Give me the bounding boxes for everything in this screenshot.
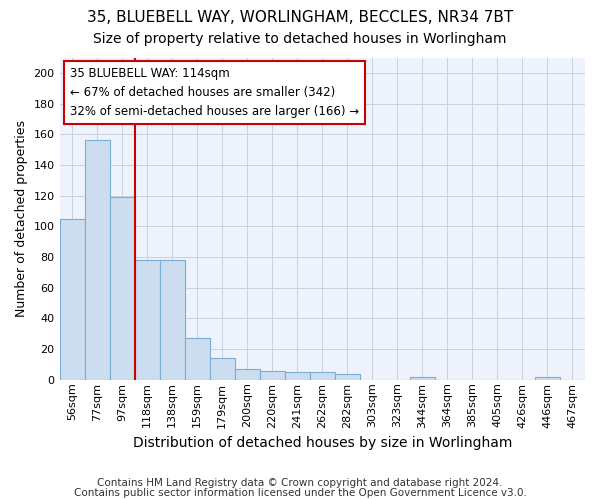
Bar [535, 376, 560, 380]
Bar [59, 218, 85, 380]
Bar [134, 260, 160, 380]
X-axis label: Distribution of detached houses by size in Worlingham: Distribution of detached houses by size … [133, 436, 512, 450]
Bar [185, 338, 209, 380]
Text: Size of property relative to detached houses in Worlingham: Size of property relative to detached ho… [93, 32, 507, 46]
Bar [285, 372, 310, 380]
Bar [235, 369, 260, 380]
Text: 35 BLUEBELL WAY: 114sqm
← 67% of detached houses are smaller (342)
32% of semi-d: 35 BLUEBELL WAY: 114sqm ← 67% of detache… [70, 67, 359, 118]
Text: Contains public sector information licensed under the Open Government Licence v3: Contains public sector information licen… [74, 488, 526, 498]
Text: Contains HM Land Registry data © Crown copyright and database right 2024.: Contains HM Land Registry data © Crown c… [97, 478, 503, 488]
Bar [160, 260, 185, 380]
Bar [260, 370, 285, 380]
Bar [110, 197, 134, 380]
Bar [335, 374, 360, 380]
Bar [310, 372, 335, 380]
Text: 35, BLUEBELL WAY, WORLINGHAM, BECCLES, NR34 7BT: 35, BLUEBELL WAY, WORLINGHAM, BECCLES, N… [87, 10, 513, 25]
Y-axis label: Number of detached properties: Number of detached properties [15, 120, 28, 317]
Bar [209, 358, 235, 380]
Bar [410, 376, 435, 380]
Bar [85, 140, 110, 380]
